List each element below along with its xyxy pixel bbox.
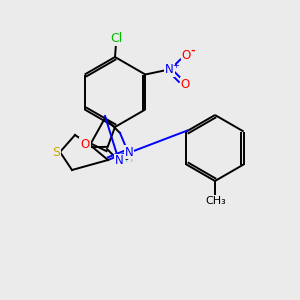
Text: +: + — [172, 61, 179, 70]
Text: -: - — [124, 154, 128, 164]
Text: -: - — [190, 46, 195, 56]
Text: Cl: Cl — [110, 32, 122, 44]
Text: O: O — [80, 137, 90, 151]
Text: N: N — [165, 63, 174, 76]
Text: H: H — [125, 154, 133, 164]
Text: N: N — [115, 154, 123, 167]
Text: N: N — [124, 146, 134, 158]
Text: CH₃: CH₃ — [206, 196, 226, 206]
Text: S: S — [52, 146, 60, 158]
Text: O: O — [181, 78, 190, 91]
Text: O: O — [182, 49, 191, 62]
